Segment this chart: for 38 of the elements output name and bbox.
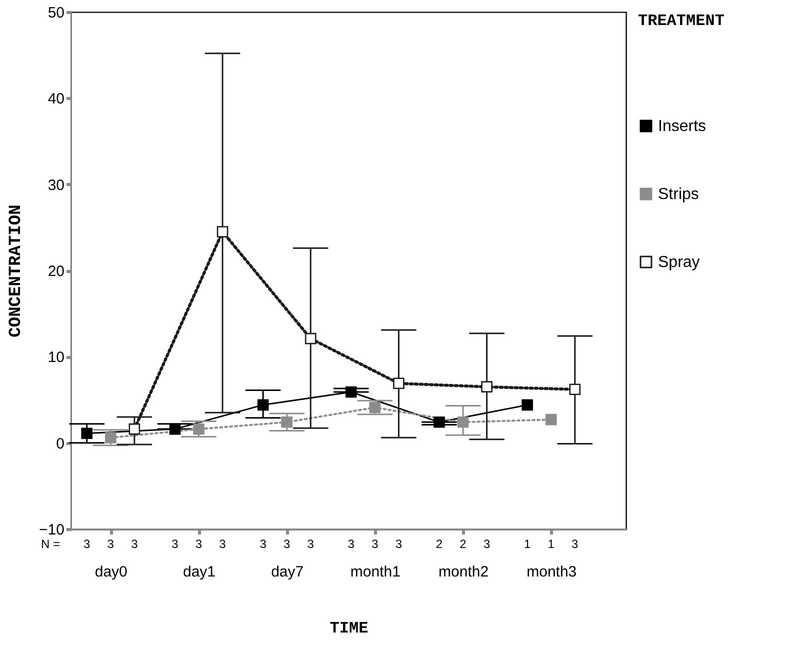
- text: 3: [172, 537, 179, 551]
- y-tick-label: 30: [48, 176, 64, 194]
- text: 2: [460, 537, 467, 551]
- x-tick-label: day0: [94, 564, 128, 580]
- text: 3: [348, 537, 355, 551]
- legend-label: Inserts: [658, 118, 706, 135]
- y-tick-label: 20: [48, 263, 64, 280]
- text: 3: [483, 537, 490, 551]
- legend-label: Spray: [658, 254, 700, 271]
- x-tick-label: day1: [182, 564, 216, 580]
- text: 3: [219, 537, 226, 551]
- legend-label: Strips: [658, 186, 699, 203]
- text: N =: [41, 537, 60, 551]
- x-tick-label: month2: [438, 564, 489, 580]
- x-tick-label: month1: [350, 564, 400, 580]
- y-tick-label: −10: [39, 522, 64, 538]
- text: 3: [283, 537, 290, 551]
- x-axis-title: TIME: [330, 620, 368, 638]
- text: 3: [307, 537, 314, 551]
- y-tick-label: 10: [48, 349, 64, 366]
- text: 2: [436, 537, 443, 551]
- legend-title: TREATMENT: [638, 12, 725, 30]
- text: 3: [107, 537, 114, 551]
- text: 3: [84, 537, 91, 551]
- y-tick-label: 0: [56, 435, 64, 452]
- text: 3: [195, 537, 202, 551]
- text: 3: [260, 537, 267, 551]
- x-tick-label: day7: [271, 564, 304, 580]
- text: 1: [548, 537, 555, 551]
- y-axis-title: CONCENTRATION: [7, 204, 26, 338]
- text: 3: [372, 537, 379, 551]
- y-tick-label: 50: [48, 4, 64, 22]
- text: 3: [395, 537, 402, 551]
- x-tick-label: month3: [526, 564, 577, 580]
- text: 3: [572, 537, 579, 551]
- text: 3: [131, 537, 138, 551]
- y-tick-label: 40: [48, 90, 64, 108]
- text: 1: [524, 537, 531, 551]
